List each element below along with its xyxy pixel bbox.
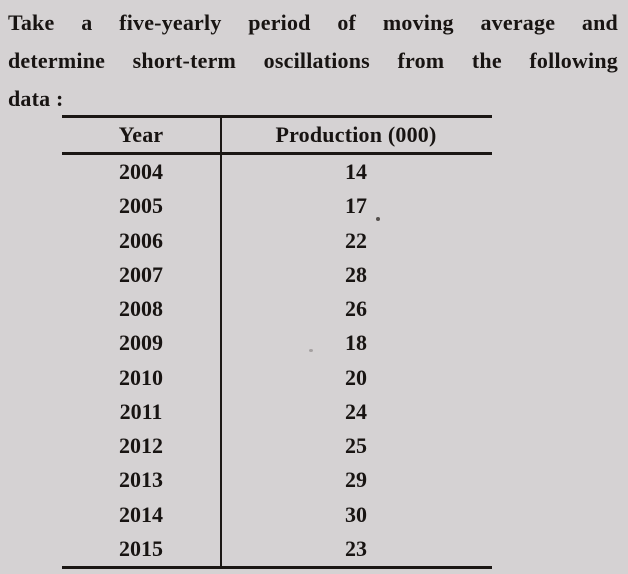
table-row: 2004 14 [62, 155, 492, 189]
production-cell: 28 [345, 261, 367, 287]
production-cell: 23 [345, 535, 367, 561]
production-table: Year Production (000) 2004 14 2005 17 20… [62, 115, 492, 569]
table-header-row: Year Production (000) [62, 118, 492, 152]
column-header-production: Production (000) [275, 122, 437, 147]
year-cell: 2011 [119, 398, 163, 424]
table-row: 2012 25 [62, 429, 492, 463]
table-top-rule [62, 115, 492, 118]
year-cell: 2006 [119, 227, 163, 253]
table-row: 2006 22 [62, 224, 492, 258]
column-header-year: Year [118, 122, 164, 147]
table-column-divider [220, 118, 222, 152]
table-row: 2008 26 [62, 292, 492, 326]
problem-line-2: determine short-term oscillations from t… [8, 48, 618, 73]
production-cell: 17 [345, 193, 367, 219]
production-cell: 25 [345, 433, 367, 459]
table-row: 2010 20 [62, 361, 492, 395]
table-bottom-rule [62, 566, 492, 569]
year-cell: 2010 [119, 364, 163, 390]
production-cell: 30 [345, 501, 367, 527]
year-cell: 2014 [119, 501, 163, 527]
scan-speck [309, 349, 313, 352]
table-column-divider [220, 155, 222, 566]
table-row: 2013 29 [62, 463, 492, 497]
table-row: 2014 30 [62, 498, 492, 532]
table-row: 2009 18 [62, 326, 492, 360]
scan-speck [376, 217, 380, 221]
year-cell: 2007 [119, 261, 163, 287]
problem-line-3: data : [8, 86, 64, 111]
table-row: 2015 23 [62, 532, 492, 566]
table-row: 2005 17 [62, 189, 492, 223]
production-cell: 24 [345, 398, 367, 424]
production-cell: 22 [345, 227, 367, 253]
table-header-rule [62, 152, 492, 155]
year-cell: 2008 [119, 296, 163, 322]
year-cell: 2013 [119, 467, 163, 493]
year-cell: 2012 [119, 433, 163, 459]
year-cell: 2015 [119, 535, 163, 561]
production-cell: 29 [345, 467, 367, 493]
year-cell: 2009 [119, 330, 163, 356]
table-row: 2011 24 [62, 395, 492, 429]
table-row: 2007 28 [62, 258, 492, 292]
problem-statement: Take a five-yearly period of moving aver… [8, 4, 618, 118]
production-cell: 14 [345, 159, 367, 185]
year-cell: 2004 [119, 159, 163, 185]
production-cell: 20 [345, 364, 367, 390]
production-cell: 26 [345, 296, 367, 322]
year-cell: 2005 [119, 193, 163, 219]
production-cell: 18 [345, 330, 367, 356]
problem-line-1: Take a five-yearly period of moving aver… [8, 10, 618, 35]
